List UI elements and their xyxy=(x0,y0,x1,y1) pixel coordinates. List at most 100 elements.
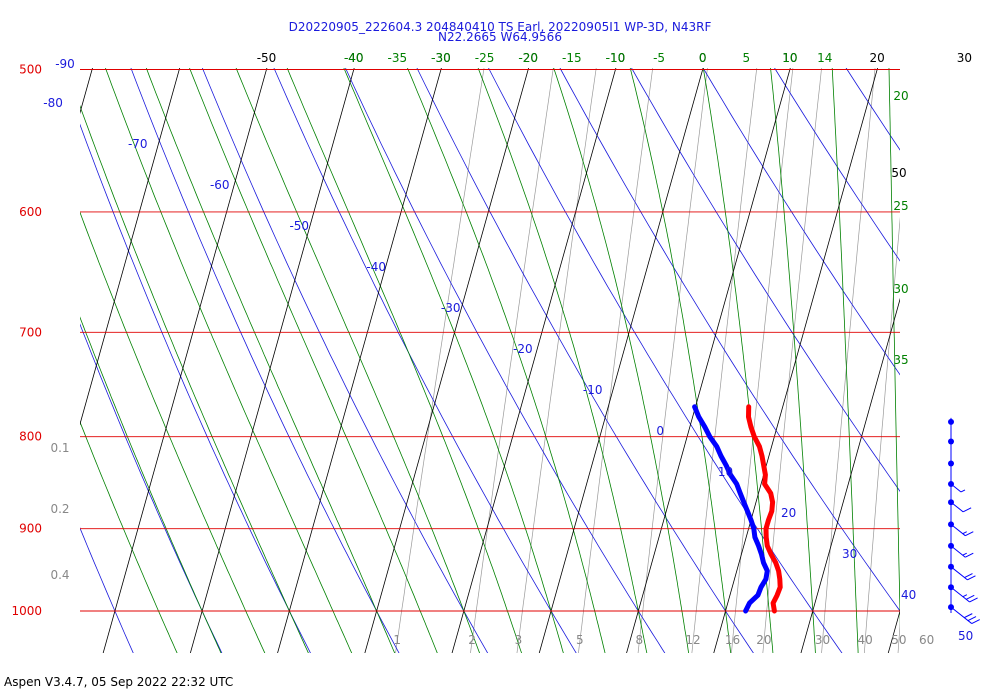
isobar-label-700: 700 xyxy=(19,325,42,339)
wind-barb-flag-995-1 xyxy=(967,616,977,622)
moist-right-label-30: 30 xyxy=(893,282,908,296)
aux-label-0.2: 0.2 xyxy=(50,502,69,516)
dry-label-30: 30 xyxy=(842,547,857,561)
moist-label--40: -40 xyxy=(344,51,364,65)
aux-label-0.1: 0.1 xyxy=(50,441,69,455)
dry-label-20: 20 xyxy=(781,506,796,520)
isotherm-20 xyxy=(713,68,879,653)
dry-adiabat-100 xyxy=(968,38,1000,672)
isotherm-label--20: -20 xyxy=(518,51,538,65)
wind-barb-flag-995-2 xyxy=(964,613,973,619)
mixing-ratio-line-30 xyxy=(821,68,876,653)
isobar-label-1000: 1000 xyxy=(11,604,42,618)
dry-adiabat-90 xyxy=(898,38,1000,672)
isotherm-label-20: 20 xyxy=(870,51,885,65)
isotherm--40 xyxy=(189,68,355,653)
isotherm-0 xyxy=(538,68,704,653)
dry-label--70: -70 xyxy=(128,137,148,151)
chart-subtitle: N22.2665 W64.9566 xyxy=(438,30,562,44)
sounding-profiles xyxy=(692,404,783,614)
moist-adiabat-20 xyxy=(629,68,732,653)
wind-barb-dot-805 xyxy=(948,438,954,445)
isotherm--30 xyxy=(277,68,442,653)
moist-label--25: -25 xyxy=(475,51,495,65)
wind-barb-half-970 xyxy=(962,594,968,598)
dry-label--30: -30 xyxy=(441,301,461,315)
mixing-ratio-label-50: 50 xyxy=(891,633,906,647)
mixing-ratio-line-12 xyxy=(691,68,758,653)
moist-right-label-20: 20 xyxy=(893,89,908,103)
mixing-ratio-line-1 xyxy=(395,68,485,653)
mixing-ratio-label-1: 1 xyxy=(393,633,401,647)
wind-barb-flag-970-0 xyxy=(969,597,978,603)
moist-adiabat-40 xyxy=(888,68,900,627)
dry-adiabat-30 xyxy=(488,68,843,653)
moist-adiabat-10 xyxy=(477,68,648,653)
wind-barb-shaft-945 xyxy=(950,566,968,581)
moist-label-5: 5 xyxy=(742,51,750,65)
moist-adiabat--20 xyxy=(145,68,396,653)
moist-adiabat-30 xyxy=(770,68,816,653)
dry-label-50: 50 xyxy=(958,629,973,643)
dry-adiabat-70 xyxy=(774,68,900,262)
mixing-ratio-label-20: 20 xyxy=(756,633,771,647)
mixing-ratio-label-5: 5 xyxy=(576,633,584,647)
isobar-label-900: 900 xyxy=(19,522,42,536)
isotherm--80 xyxy=(0,38,14,672)
moist-adiabat--45 xyxy=(80,421,178,653)
mixing-ratio-label-8: 8 xyxy=(636,633,644,647)
moist-adiabat--30 xyxy=(80,105,309,653)
moist-adiabat-5 xyxy=(407,68,606,653)
wind-barb-half-850 xyxy=(960,489,966,493)
mixing-ratio-label-60: 60 xyxy=(919,633,934,647)
wind-barb-dot-828 xyxy=(948,460,954,467)
chart-title: D20220905_222604.3 204840410 TS Earl, 20… xyxy=(288,20,712,34)
dry-adiabat-20 xyxy=(416,68,754,653)
dry-adiabat--40 xyxy=(80,323,223,653)
isotherm-30 xyxy=(800,297,900,653)
wind-barb-shaft-870 xyxy=(950,501,964,513)
moist-label-10: 10 xyxy=(782,51,797,65)
moist-adiabat--25 xyxy=(105,68,353,653)
mixing-ratio-line-20 xyxy=(762,68,822,653)
temperature-profile xyxy=(746,404,783,614)
dry-adiabat--30 xyxy=(80,123,311,653)
moist-label--5: -5 xyxy=(653,51,665,65)
isotherm-label--50: -50 xyxy=(257,51,277,65)
mixing-ratio-line-8 xyxy=(637,68,708,653)
wind-barb-half-920 xyxy=(962,552,967,556)
isotherm--20 xyxy=(364,68,530,653)
moist-adiabat-15 xyxy=(553,68,690,653)
wind-barb-flag-970-1 xyxy=(966,594,975,600)
mixing-ratio-label-2: 2 xyxy=(468,633,476,647)
dry-label--10: -10 xyxy=(583,383,603,397)
mixing-ratio-label-16: 16 xyxy=(725,633,740,647)
wind-barb-half-895 xyxy=(962,531,967,535)
moist-adiabat-0 xyxy=(343,68,564,653)
moist-label-0: 0 xyxy=(699,51,707,65)
isotherm--60 xyxy=(80,68,181,426)
moist-label--10: -10 xyxy=(606,51,626,65)
wind-barb-flag-895-0 xyxy=(965,531,974,537)
wind-barbs xyxy=(948,417,980,625)
mixing-ratio-label-40: 40 xyxy=(858,633,873,647)
isobars xyxy=(80,69,900,612)
mixing-ratio-line-3 xyxy=(516,68,597,653)
wind-barb-flag-920-0 xyxy=(965,552,974,558)
footer-text: Aspen V3.4.7, 05 Sep 2022 22:32 UTC xyxy=(4,675,234,689)
moist-label--20: -20 xyxy=(518,51,538,65)
dry-adiabat--60 xyxy=(0,38,52,672)
dry-adiabat--50 xyxy=(80,527,134,653)
isobar-label-500: 500 xyxy=(19,63,42,77)
dry-adiabat--20 xyxy=(130,68,400,653)
dry-label--60: -60 xyxy=(210,178,230,192)
wind-barb-flag-995-0 xyxy=(971,619,980,625)
isotherm-label--10: -10 xyxy=(606,51,626,65)
moist-adiabat--40 xyxy=(80,316,222,653)
mixing-ratio-label-30: 30 xyxy=(815,633,830,647)
isotherm-label--40: -40 xyxy=(344,51,364,65)
isobar-label-800: 800 xyxy=(19,430,42,444)
isotherm-label-50: 50 xyxy=(891,166,906,180)
isotherms xyxy=(0,38,900,672)
